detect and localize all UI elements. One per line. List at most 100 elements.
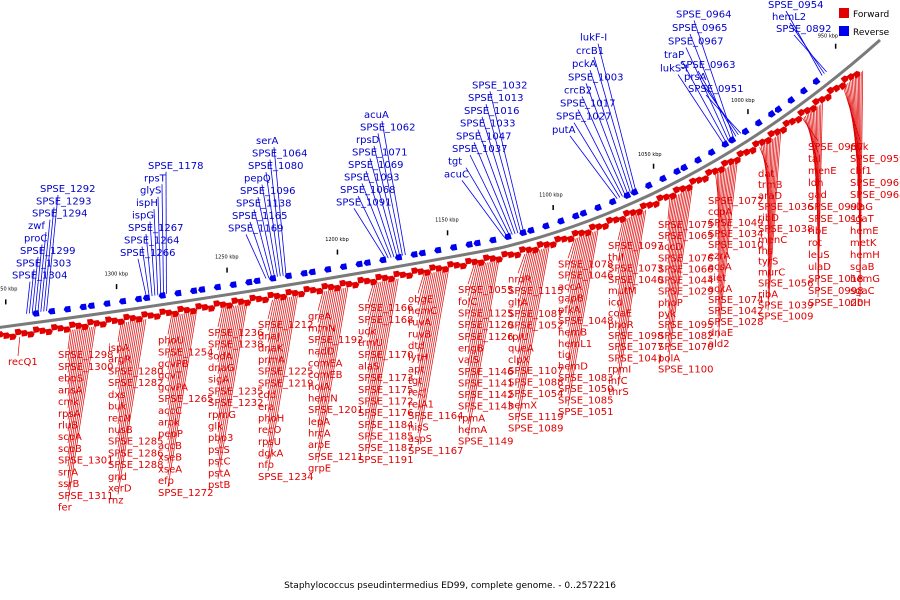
reverse-gene-arrow [473, 239, 481, 247]
reverse-gene-label: lukF-I [580, 33, 607, 44]
forward-callout-line [317, 289, 335, 381]
reverse-callout-line [705, 94, 742, 134]
forward-gene-label: aspS [408, 434, 432, 445]
forward-gene-label: menE [808, 166, 837, 177]
forward-callout-line [167, 312, 190, 441]
forward-gene-arrow [846, 73, 855, 82]
forward-gene-label: SPSE_1034 [708, 229, 764, 240]
forward-gene-arrow [363, 277, 371, 285]
forward-gene-arrow [189, 307, 198, 315]
forward-gene-arrow [832, 84, 840, 93]
forward-gene-label: ribE [808, 226, 828, 237]
forward-callout-line [217, 305, 234, 398]
reverse-gene-arrow [694, 156, 703, 164]
forward-gene-arrow [57, 325, 65, 332]
reverse-gene-arrow [213, 283, 222, 291]
forward-gene-label: SPSE_1143 [458, 402, 514, 413]
forward-gene-arrow [767, 130, 775, 138]
legend-swatch-reverse [839, 26, 849, 36]
forward-gene-label: SPSE_1075 [658, 220, 714, 231]
forward-gene-label: SPSE_1125 [458, 309, 514, 320]
forward-callout-line [17, 336, 21, 357]
reverse-callout-line [677, 74, 724, 145]
forward-callout-line [367, 282, 374, 303]
forward-callout-line [367, 282, 378, 326]
forward-gene-label: SPSE_1172 [358, 397, 414, 408]
forward-gene-label: araD [758, 191, 782, 202]
forward-gene-arrow [751, 140, 760, 148]
reverse-gene-label: zwf [28, 221, 45, 232]
reverse-gene-label: SPSE_1267 [128, 223, 184, 234]
forward-gene-label: xseA [158, 464, 182, 475]
forward-callout-line [716, 173, 719, 206]
forward-callout-line [567, 235, 584, 316]
forward-gene-label: ulaD [808, 262, 831, 273]
reverse-gene-label: SPSE_1169 [228, 223, 284, 234]
reverse-callout-line [461, 180, 505, 237]
forward-callout-line [467, 261, 494, 401]
reverse-gene-arrow [134, 295, 143, 303]
forward-gene-arrow [267, 291, 275, 299]
forward-gene-arrow [345, 280, 353, 288]
forward-gene-arrow [39, 327, 47, 335]
forward-callout-line [667, 188, 690, 342]
reverse-gene-arrow [339, 263, 348, 270]
forward-gene-label: metK [850, 238, 877, 249]
forward-gene-label: phoH [258, 413, 284, 424]
forward-gene-arrow [435, 265, 443, 272]
forward-gene-label: sgaC [850, 286, 875, 297]
forward-callout-line [217, 305, 238, 421]
reverse-gene-arrow [800, 86, 809, 95]
forward-gene-arrow [685, 184, 693, 192]
reverse-callout-line [361, 183, 392, 258]
forward-callout-line [117, 320, 139, 448]
reverse-gene-arrow [379, 256, 387, 264]
legend: Forward Reverse [839, 8, 890, 38]
forward-gene-label: dnaG [208, 363, 235, 374]
reverse-gene-label: SPSE_0954 [768, 0, 824, 11]
forward-callout-line [767, 138, 773, 256]
reverse-gene-arrow [245, 278, 253, 286]
reverse-gene-arrow [755, 118, 763, 127]
forward-gene-label: rpmA [458, 413, 485, 424]
forward-gene-arrow [375, 273, 383, 281]
forward-gene-label: folC [458, 297, 477, 308]
reverse-callout-line [685, 47, 729, 142]
reverse-gene-arrow [198, 286, 206, 293]
forward-gene-label: SPSE_1051 [558, 407, 614, 418]
forward-gene-label: engB [458, 344, 484, 355]
forward-gene-arrow [93, 320, 101, 327]
reverse-callout-line [473, 142, 513, 235]
scale-tick-mark [5, 299, 7, 305]
forward-gene-label: SPSE_1036 [758, 202, 814, 213]
reverse-gene-label: SPSE_1264 [124, 235, 180, 246]
forward-gene-arrow [27, 331, 35, 338]
forward-callout-line [767, 135, 778, 289]
forward-gene-label: tyrS [758, 257, 778, 268]
forward-gene-label: SPSE_1201 [308, 405, 364, 416]
reverse-gene-arrow [504, 233, 512, 241]
forward-callout-line [617, 213, 640, 342]
reverse-gene-arrow [787, 96, 796, 104]
scale-tick-label: 1350 kbp [0, 287, 17, 293]
forward-callout-line [617, 219, 625, 252]
forward-gene-label: accD [658, 242, 683, 253]
forward-gene-arrow [171, 310, 180, 318]
forward-callout-line [717, 168, 726, 262]
forward-gene-label: SPSE_1040 [608, 275, 664, 286]
legend-label-forward: Forward [853, 10, 889, 20]
reverse-callout-line [589, 69, 631, 194]
forward-gene-arrow [688, 177, 697, 186]
forward-callout-line [367, 282, 376, 314]
forward-callout-line [217, 304, 244, 456]
forward-gene-arrow [584, 229, 592, 237]
forward-gene-label: ispA [108, 343, 129, 354]
forward-callout-line [417, 269, 449, 445]
reverse-gene-arrow [542, 222, 550, 230]
forward-gene-arrow [411, 267, 419, 275]
forward-callout-line [467, 260, 500, 436]
forward-gene-arrow [553, 235, 562, 243]
forward-gene-label: SPSE_1085 [558, 396, 614, 407]
forward-gene-label: lytH [408, 353, 428, 364]
forward-callout-line [317, 287, 347, 451]
